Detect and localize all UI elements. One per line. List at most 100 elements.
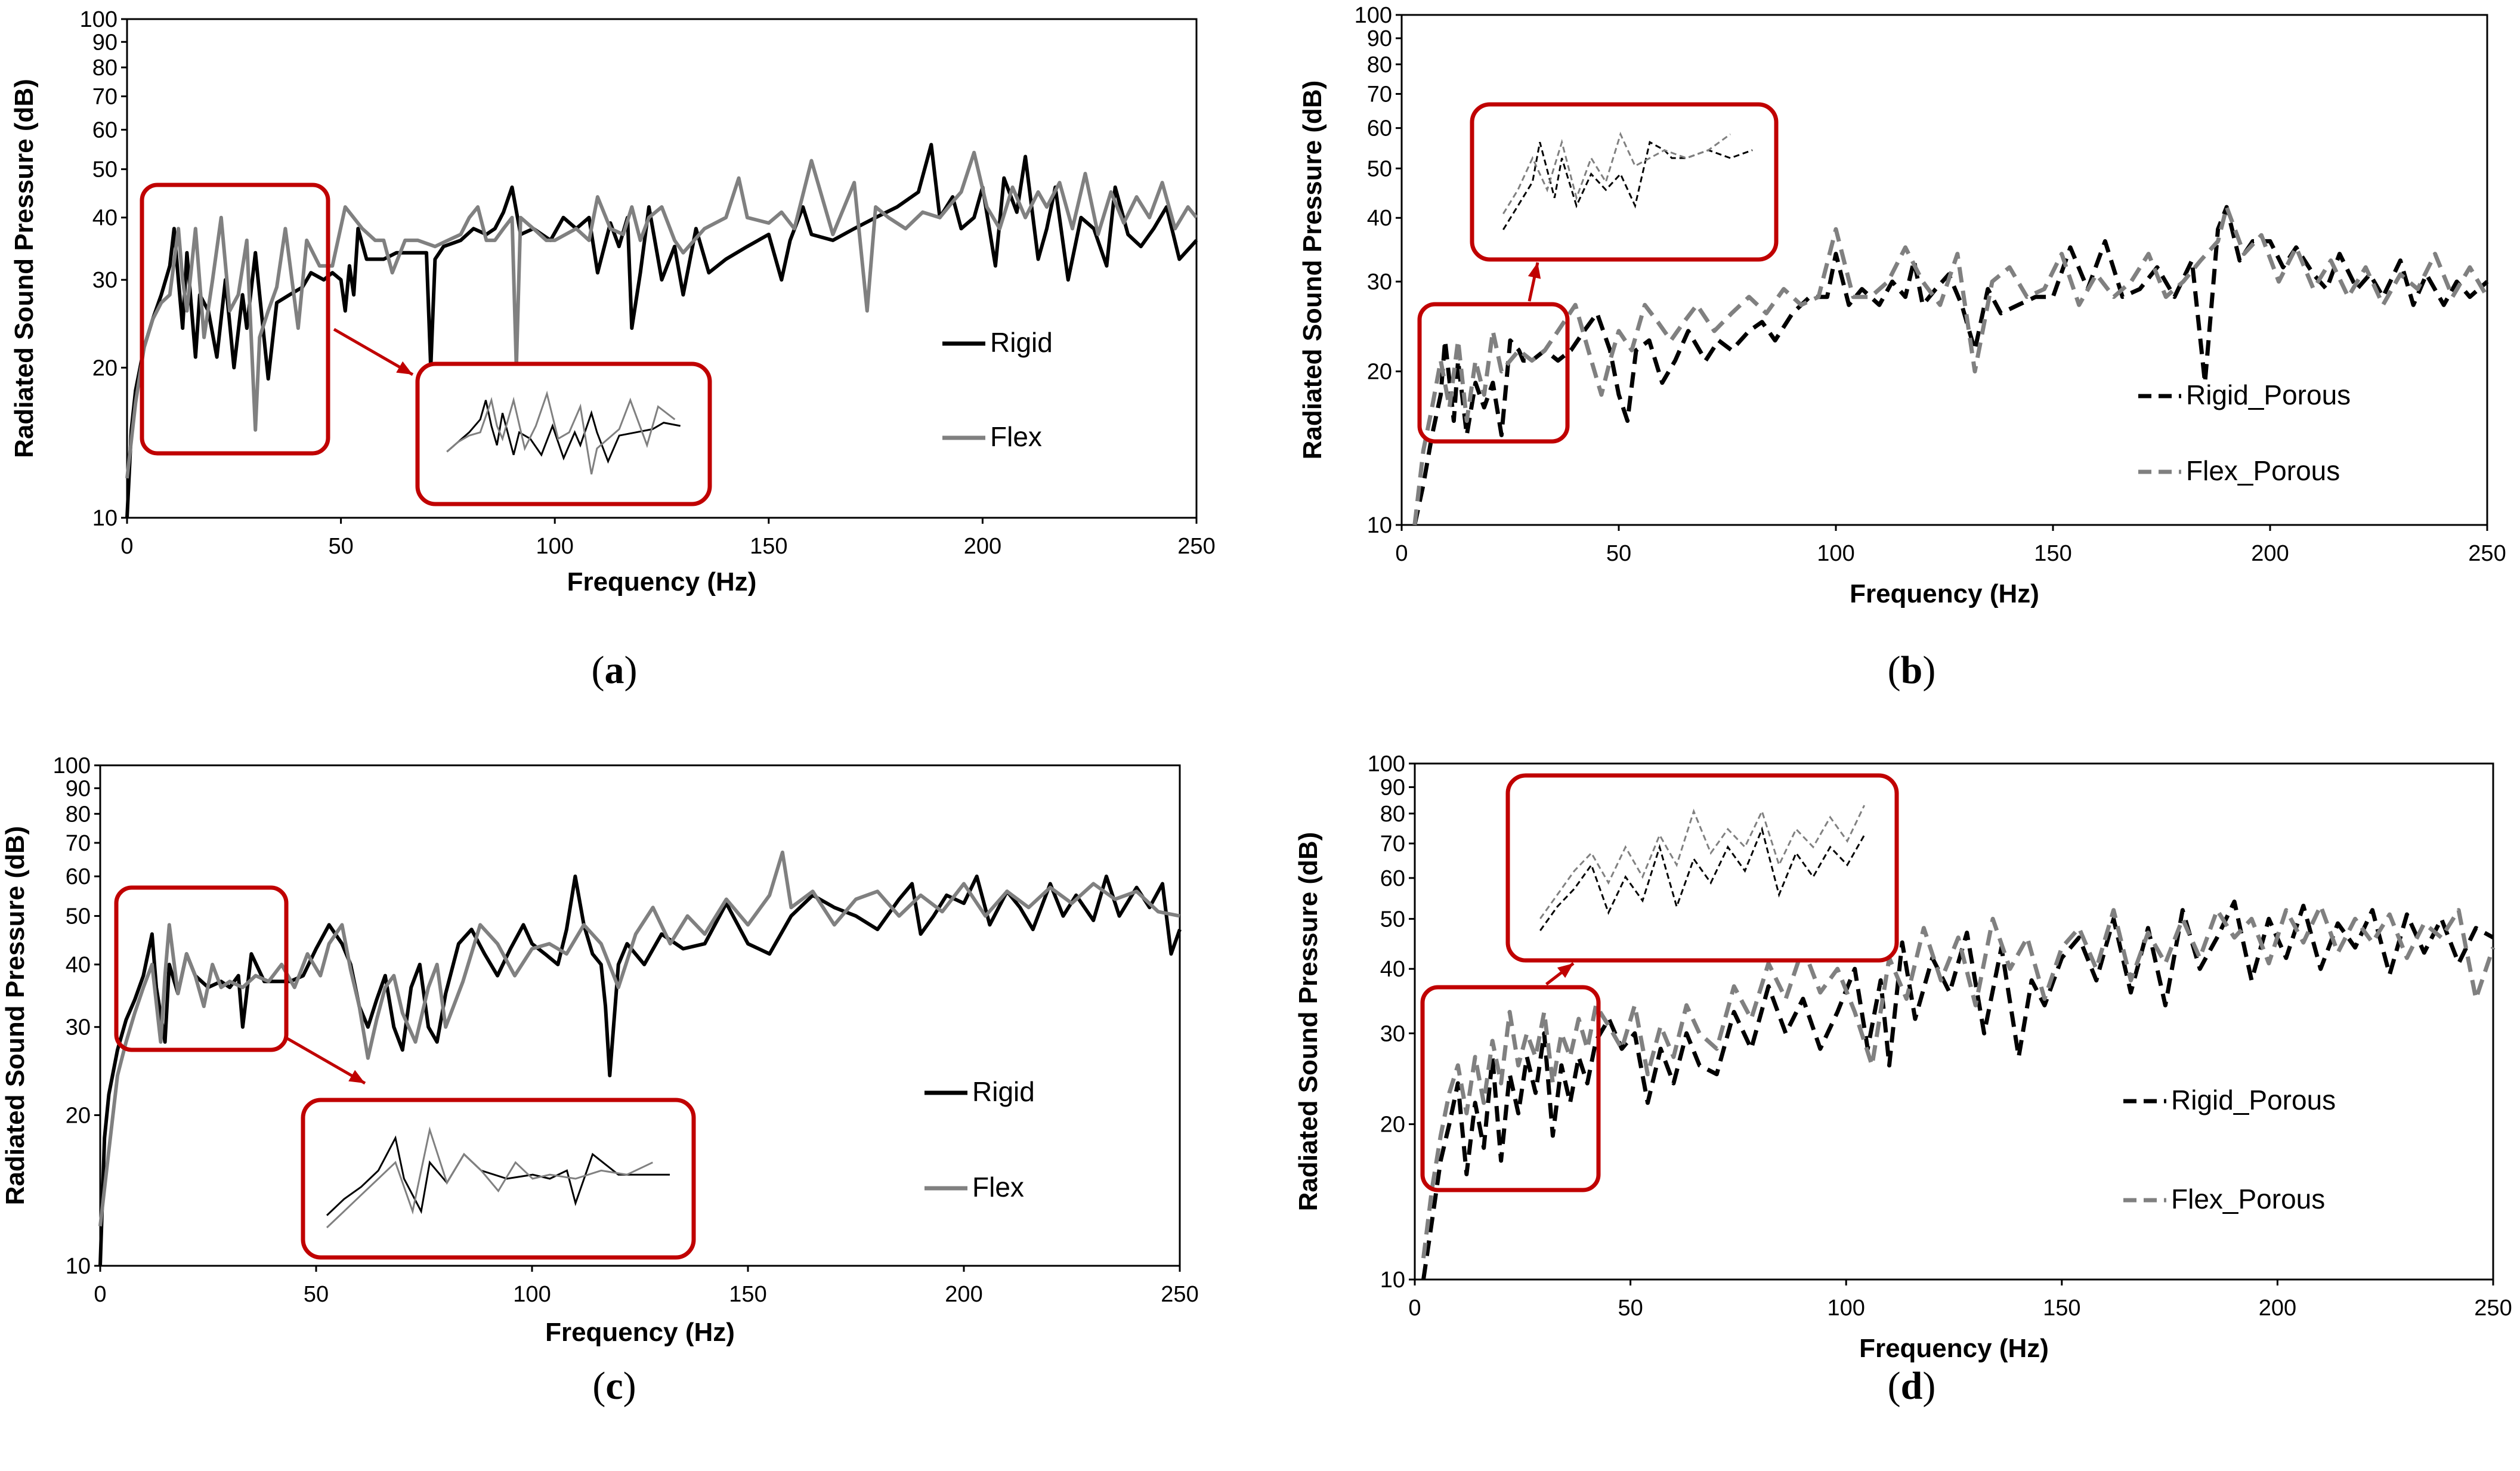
x-axis-label: Frequency (Hz) [1859, 1334, 2049, 1363]
legend-label: Flex_Porous [2171, 1183, 2325, 1214]
x-tick-label: 0 [94, 1282, 106, 1307]
x-tick-label: 200 [964, 534, 1001, 559]
plot-frame [1414, 762, 2494, 1281]
x-tick-label: 50 [328, 534, 353, 559]
x-tick-label: 250 [2474, 1296, 2512, 1321]
zoom-inset-line-rigid [446, 400, 681, 464]
y-tick-label: 10 [92, 506, 118, 531]
x-tick-label: 50 [1606, 541, 1631, 566]
y-tick-label: 60 [1367, 116, 1392, 141]
y-tick-label: 70 [1367, 82, 1392, 107]
x-tick-label: 200 [2251, 541, 2289, 566]
y-tick-label: 20 [1367, 360, 1392, 385]
y-tick-label: 50 [1380, 907, 1405, 932]
y-tick-label: 60 [1380, 866, 1405, 891]
x-tick-label: 50 [1618, 1296, 1643, 1321]
x-axis-label: Frequency (Hz) [545, 1318, 735, 1347]
panel-caption: (a) [592, 648, 638, 692]
x-tick-label: 100 [1827, 1296, 1865, 1321]
x-tick-label: 50 [304, 1282, 329, 1307]
zoom-inset-line-rigid-porous [1539, 826, 1866, 931]
y-tick-label: 30 [1380, 1021, 1405, 1046]
plot-frame [99, 764, 1181, 1267]
y-tick-label: 80 [66, 802, 91, 827]
y-tick-label: 30 [1367, 270, 1392, 295]
plot-frame [126, 18, 1198, 519]
y-tick-label: 50 [92, 157, 118, 183]
zoom-arrow-head [1528, 262, 1541, 279]
y-tick-label: 10 [66, 1254, 91, 1279]
y-tick-label: 90 [66, 776, 91, 801]
legend-label: Rigid_Porous [2171, 1084, 2336, 1115]
y-axis-label: Radiated Sound Pressure (dB) [10, 79, 39, 458]
y-tick-label: 10 [1367, 513, 1392, 538]
legend-label: Flex [972, 1172, 1024, 1203]
y-tick-label: 40 [92, 206, 118, 231]
y-tick-label: 100 [80, 7, 118, 32]
caption-close-paren: ) [623, 1364, 636, 1408]
series-line-flex [125, 150, 1198, 479]
y-tick-label: 50 [66, 904, 91, 929]
zoom-source-box [1420, 985, 1601, 1192]
x-tick-label: 200 [2259, 1296, 2296, 1321]
x-tick-label: 150 [2043, 1296, 2080, 1321]
y-tick-label: 60 [92, 118, 118, 143]
x-tick-label: 0 [120, 534, 133, 559]
zoom-inset-line-flex [326, 1126, 653, 1229]
y-tick-label: 100 [1355, 3, 1392, 28]
y-tick-label: 90 [92, 30, 118, 55]
legend-label: Rigid [990, 327, 1053, 358]
caption-letter: d [1901, 1364, 1923, 1408]
y-tick-label: 40 [1367, 206, 1392, 231]
x-axis-label: Frequency (Hz) [567, 567, 757, 597]
caption-open-paren: ( [1888, 648, 1901, 692]
zoom-inset-line-flex [446, 390, 676, 475]
y-tick-label: 20 [1380, 1112, 1405, 1138]
zoom-arrow-head [396, 361, 413, 375]
y-tick-label: 90 [1367, 26, 1392, 51]
y-tick-label: 10 [1380, 1268, 1405, 1293]
x-tick-label: 100 [513, 1282, 551, 1307]
x-tick-label: 100 [536, 534, 573, 559]
y-tick-label: 80 [1380, 802, 1405, 827]
y-tick-label: 40 [1380, 957, 1405, 982]
x-tick-label: 250 [1161, 1282, 1198, 1307]
y-tick-label: 50 [1367, 156, 1392, 181]
zoom-inset-box [1470, 102, 1779, 262]
series-line-flex-porous [1421, 904, 2496, 1259]
zoom-source-box [1417, 302, 1570, 444]
caption-close-paren: ) [624, 648, 638, 692]
series-line-flex [98, 850, 1180, 1226]
series-line-flex-porous [1412, 205, 2490, 526]
zoom-source-box [140, 183, 330, 456]
y-tick-label: 70 [66, 831, 91, 856]
panel-caption: (d) [1888, 1364, 1936, 1408]
panel-caption: (c) [592, 1364, 636, 1408]
caption-letter: a [605, 648, 624, 692]
caption-close-paren: ) [1922, 648, 1935, 692]
y-tick-label: 20 [92, 356, 118, 381]
y-axis-label: Radiated Sound Pressure (dB) [1294, 832, 1323, 1212]
zoom-arrow-head [1557, 963, 1573, 978]
x-tick-label: 100 [1817, 541, 1854, 566]
caption-close-paren: ) [1922, 1364, 1935, 1408]
y-tick-label: 30 [92, 268, 118, 293]
caption-open-paren: ( [592, 1364, 605, 1408]
zoom-inset-box [301, 1098, 696, 1260]
y-tick-label: 70 [92, 84, 118, 109]
series-line-rigid [98, 874, 1182, 1266]
panel-caption: (b) [1888, 648, 1936, 692]
zoom-inset-line-flex-porous [1539, 805, 1866, 919]
y-axis-label: Radiated Sound Pressure (dB) [1298, 81, 1327, 460]
y-tick-label: 80 [92, 55, 118, 81]
series-line-rigid-porous [1412, 205, 2489, 526]
legend-label: Rigid_Porous [2186, 379, 2351, 410]
x-tick-label: 250 [2468, 541, 2506, 566]
y-tick-label: 40 [66, 953, 91, 978]
legend-label: Flex [990, 421, 1042, 452]
x-axis-label: Frequency (Hz) [1850, 579, 2039, 608]
caption-open-paren: ( [1888, 1364, 1901, 1408]
